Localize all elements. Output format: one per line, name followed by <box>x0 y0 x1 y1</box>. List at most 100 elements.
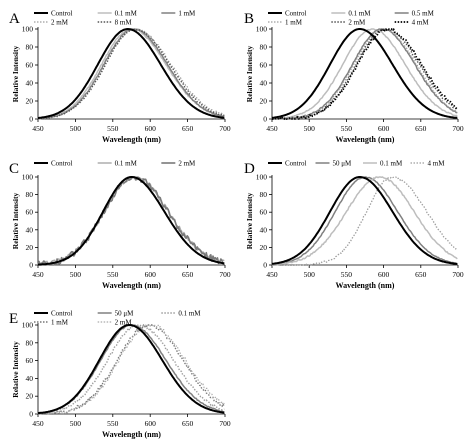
series-line <box>37 28 225 119</box>
x-tick-label: 550 <box>341 270 353 279</box>
y-tick-label: 100 <box>22 173 34 182</box>
legend-label: 0.1 mM <box>380 160 403 168</box>
series-line <box>37 28 225 120</box>
y-axis-label: Relative Intensity <box>11 46 20 103</box>
legend-entry: Control <box>268 160 306 168</box>
legend-entry: 1 mM <box>268 19 303 27</box>
y-tick-label: 100 <box>256 173 268 182</box>
series-line <box>38 324 225 415</box>
legend-entry: 0.5 mM <box>394 10 435 18</box>
x-tick-label: 500 <box>70 419 82 428</box>
x-tick-label: 500 <box>304 270 316 279</box>
x-tick-label: 650 <box>182 124 194 133</box>
series-line <box>271 28 458 120</box>
y-tick-label: 20 <box>26 392 34 401</box>
legend-label: Control <box>51 10 72 18</box>
legend-label: 2 mM <box>51 19 69 27</box>
y-axis-label: Relative Intensity <box>11 193 20 250</box>
x-tick-label: 600 <box>378 124 390 133</box>
legend-entry: 2 mM <box>161 160 196 168</box>
panel-label: C <box>9 161 19 177</box>
x-axis-label: Wavelength (nm) <box>102 430 161 439</box>
x-tick-label: 550 <box>107 270 119 279</box>
legend-entry: 0.1 mM <box>331 10 371 18</box>
x-tick-label: 450 <box>32 270 44 279</box>
x-axis-label: Wavelength (nm) <box>102 281 161 290</box>
legend-label: Control <box>285 10 306 18</box>
x-tick-label: 650 <box>415 270 427 279</box>
series-line <box>37 28 225 120</box>
legend-entry: 0.1 mM <box>363 160 403 168</box>
legend-label: Control <box>51 160 72 168</box>
y-tick-label: 80 <box>260 43 268 52</box>
y-tick-label: 0 <box>263 115 267 124</box>
axes: 0 20 40 60 80 100 450 500 550 600 650 700 Wavelength… <box>11 321 231 440</box>
legend-label: 1 mM <box>51 319 69 327</box>
y-tick-label: 0 <box>263 261 267 270</box>
legend-label: Control <box>285 160 306 168</box>
x-tick-label: 600 <box>145 419 157 428</box>
y-tick-label: 20 <box>260 243 268 252</box>
x-tick-label: 700 <box>219 124 231 133</box>
legend-label: 1 mM <box>178 10 196 18</box>
legend-label: 4 mM <box>428 160 446 168</box>
legend-entry: 50 μM <box>97 310 134 318</box>
x-tick-label: 700 <box>219 419 231 428</box>
panel-label: A <box>9 11 20 27</box>
legend-entry: 0.1 mM <box>161 310 201 318</box>
series-line <box>271 176 458 265</box>
x-tick-label: 500 <box>304 124 316 133</box>
legend-label: 4 mM <box>412 19 430 27</box>
legend-entry: 4 mM <box>394 19 430 27</box>
y-tick-label: 40 <box>260 79 268 88</box>
series-line <box>272 28 458 120</box>
panel-label: B <box>244 11 254 27</box>
legend-entry: 4 mM <box>410 160 446 168</box>
y-tick-label: 60 <box>260 208 268 217</box>
legend-label: 0.1 mM <box>178 310 201 318</box>
panel-label: E <box>9 311 18 327</box>
legend-entry: 0.1 mM <box>97 10 138 18</box>
legend-entry: Control <box>34 310 72 318</box>
chart-panel-e: E Control 50 μM 0.1 mM 1 mM 2 mM 0 20 40 60 80 100 4… <box>9 310 231 440</box>
legend-entry: 2 mM <box>331 19 366 27</box>
x-tick-label: 550 <box>341 124 353 133</box>
x-tick-label: 550 <box>107 124 119 133</box>
legend-label: 0.1 mM <box>348 10 371 18</box>
y-tick-label: 0 <box>29 115 33 124</box>
legend-entry: Control <box>34 10 72 18</box>
series-line <box>37 28 225 120</box>
legend-entry: Control <box>34 160 72 168</box>
y-tick-label: 40 <box>26 374 34 383</box>
legend-label: 0.1 mM <box>115 160 138 168</box>
legend-label: Control <box>51 310 72 318</box>
y-tick-label: 60 <box>26 356 34 365</box>
y-tick-label: 100 <box>22 25 34 34</box>
y-axis-label: Relative Intensity <box>11 341 20 398</box>
x-tick-label: 700 <box>452 270 464 279</box>
legend-entry: 1 mM <box>34 319 69 327</box>
y-tick-label: 40 <box>26 225 34 234</box>
y-tick-label: 80 <box>26 190 34 199</box>
x-tick-label: 650 <box>415 124 427 133</box>
y-tick-label: 0 <box>29 410 33 419</box>
series-line <box>271 28 458 119</box>
axes: 0 20 40 60 80 100 450 500 550 600 650 700 Wavelength… <box>245 25 464 145</box>
series-line <box>272 176 458 266</box>
x-tick-label: 450 <box>266 124 278 133</box>
y-tick-label: 40 <box>260 225 268 234</box>
x-axis-label: Wavelength (nm) <box>336 135 395 144</box>
series-line <box>271 176 458 266</box>
y-tick-label: 80 <box>26 338 34 347</box>
x-tick-label: 650 <box>182 270 194 279</box>
chart-panel-c: C Control 0.1 mM 2 mM 0 20 40 60 80 100 450 500 550 6… <box>9 160 231 291</box>
series-line <box>37 324 225 415</box>
y-axis-label: Relative Intensity <box>245 193 254 250</box>
x-axis-label: Wavelength (nm) <box>336 281 395 290</box>
legend-label: 8 mM <box>115 19 133 27</box>
legend-entry: 8 mM <box>97 19 133 27</box>
legend-entry: 2 mM <box>97 319 132 327</box>
series-line <box>272 28 458 120</box>
x-axis-label: Wavelength (nm) <box>102 135 161 144</box>
x-tick-label: 500 <box>70 124 82 133</box>
